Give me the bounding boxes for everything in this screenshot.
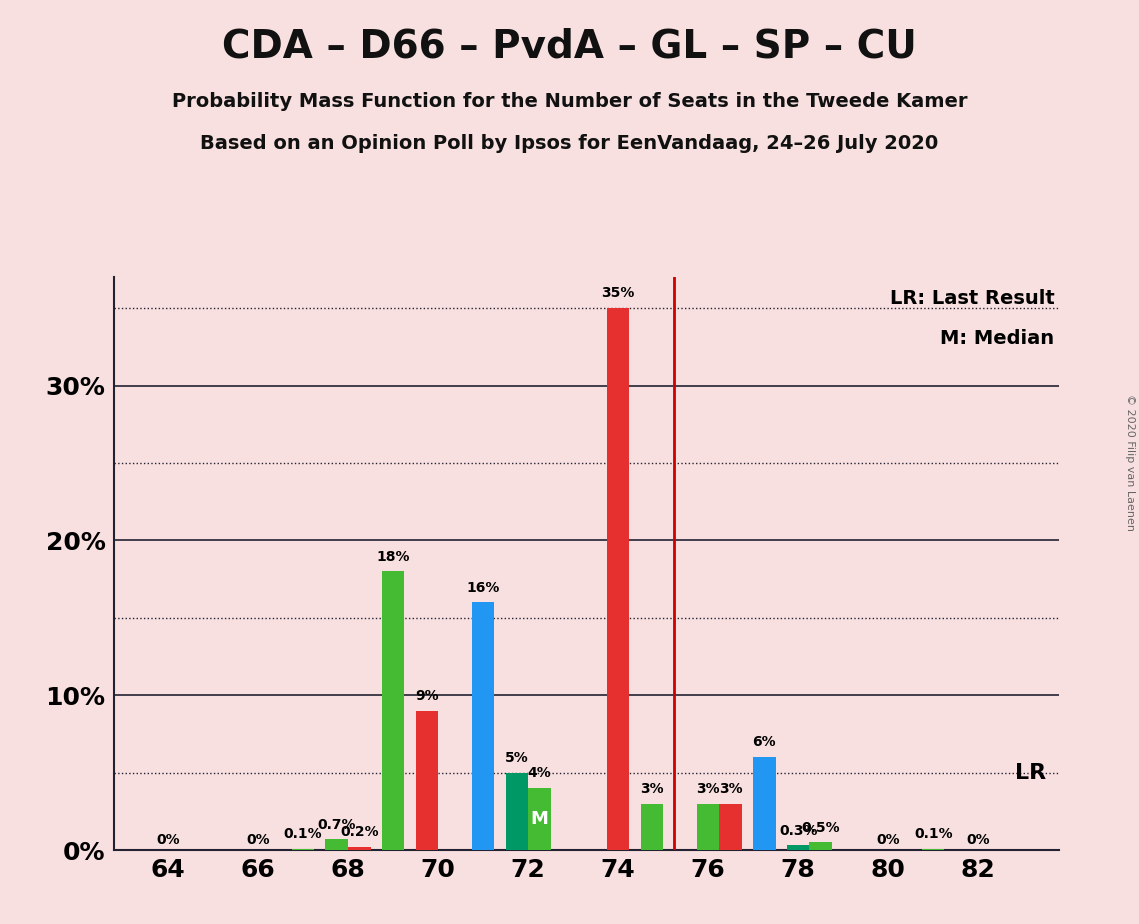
Bar [640, 804, 663, 850]
Text: 3%: 3% [640, 782, 664, 796]
Text: M: Median: M: Median [941, 329, 1055, 347]
Bar [349, 847, 370, 850]
Text: 0%: 0% [156, 833, 180, 847]
Text: 6%: 6% [753, 736, 776, 749]
Text: 0%: 0% [966, 833, 990, 847]
Bar [810, 843, 831, 850]
Text: CDA – D66 – PvdA – GL – SP – CU: CDA – D66 – PvdA – GL – SP – CU [222, 28, 917, 66]
Text: LR: Last Result: LR: Last Result [890, 288, 1055, 308]
Text: 0.2%: 0.2% [339, 825, 378, 839]
Bar [528, 788, 550, 850]
Bar [382, 571, 404, 850]
Text: 18%: 18% [376, 550, 410, 564]
Text: 0%: 0% [876, 833, 900, 847]
Text: 3%: 3% [719, 782, 743, 796]
Bar [753, 757, 776, 850]
Text: 4%: 4% [527, 766, 551, 781]
Text: 0%: 0% [246, 833, 270, 847]
Text: Probability Mass Function for the Number of Seats in the Tweede Kamer: Probability Mass Function for the Number… [172, 92, 967, 112]
Text: Based on an Opinion Poll by Ipsos for EenVandaag, 24–26 July 2020: Based on an Opinion Poll by Ipsos for Ee… [200, 134, 939, 153]
Text: 0.5%: 0.5% [802, 821, 839, 834]
Bar [720, 804, 741, 850]
Text: © 2020 Filip van Laenen: © 2020 Filip van Laenen [1125, 394, 1134, 530]
Bar [506, 772, 528, 850]
Bar [416, 711, 439, 850]
Bar [697, 804, 720, 850]
Text: 0.1%: 0.1% [284, 827, 322, 841]
Text: 9%: 9% [415, 689, 439, 703]
Text: 0.3%: 0.3% [779, 823, 818, 838]
Bar [472, 602, 494, 850]
Bar [787, 845, 810, 850]
Text: 3%: 3% [696, 782, 720, 796]
Bar [326, 839, 349, 850]
Text: LR: LR [1015, 762, 1046, 783]
Text: 0.1%: 0.1% [913, 827, 952, 841]
Text: 5%: 5% [505, 751, 528, 765]
Bar [292, 848, 314, 850]
Bar [607, 309, 630, 850]
Bar [921, 848, 944, 850]
Text: 0.7%: 0.7% [318, 818, 357, 832]
Text: 16%: 16% [466, 580, 500, 595]
Text: M: M [531, 810, 548, 828]
Text: 35%: 35% [601, 286, 634, 300]
